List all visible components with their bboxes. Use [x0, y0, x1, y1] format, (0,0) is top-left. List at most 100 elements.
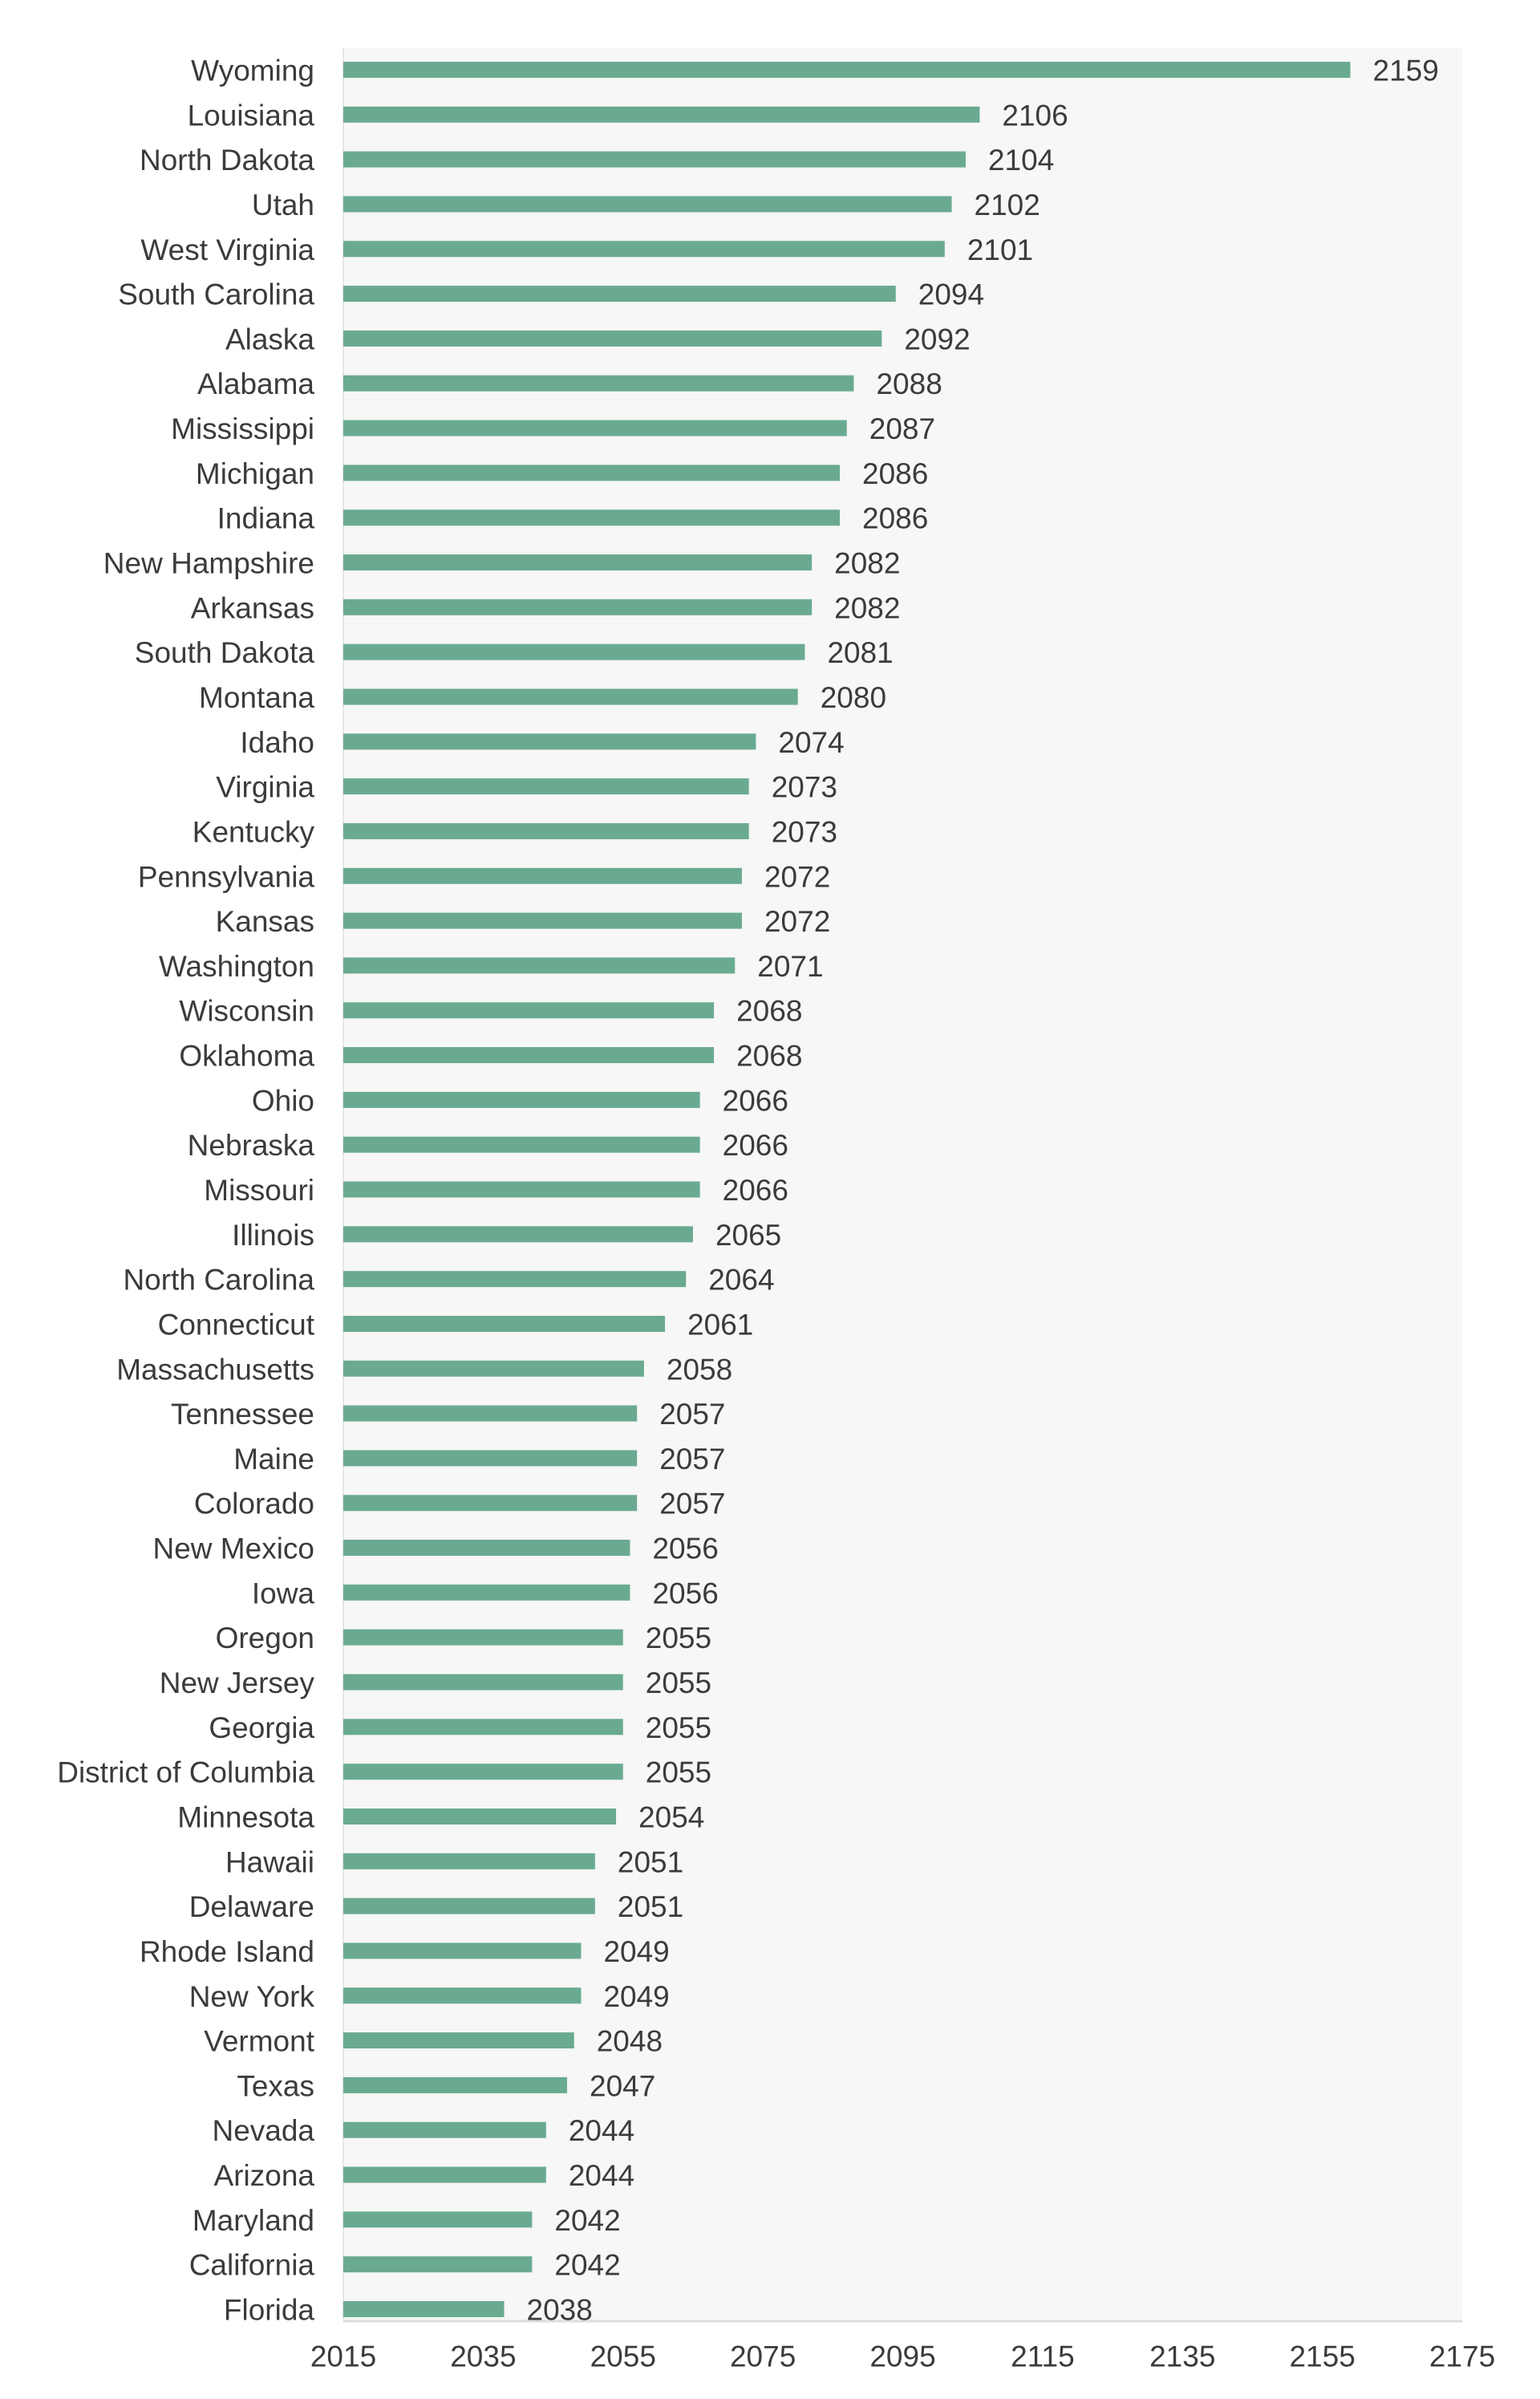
data-label: 2073: [772, 815, 837, 848]
bar-massachusetts: [343, 1360, 644, 1377]
category-label: Colorado: [194, 1488, 314, 1520]
bar-hawaii: [343, 1853, 595, 1869]
data-label: 2057: [659, 1488, 725, 1520]
bar-alabama: [343, 375, 854, 392]
data-label: 2082: [834, 591, 900, 624]
data-label: 2047: [590, 2069, 655, 2102]
data-label: 2044: [569, 2114, 634, 2147]
bar-georgia: [343, 1719, 623, 1735]
data-label: 2101: [967, 233, 1033, 266]
category-label: New Jersey: [160, 1666, 315, 1699]
bar-nevada: [343, 2121, 546, 2138]
data-label: 2048: [597, 2025, 663, 2058]
bar-south-dakota: [343, 643, 805, 660]
bar-tennessee: [343, 1405, 638, 1422]
bar-west-virginia: [343, 241, 945, 258]
bar-missouri: [343, 1181, 700, 1198]
category-label: Wyoming: [191, 55, 314, 87]
bar-new-jersey: [343, 1674, 623, 1691]
data-label: 2056: [652, 1577, 718, 1609]
bar-california: [343, 2256, 533, 2273]
data-label: 2055: [646, 1666, 711, 1699]
bar-new-york: [343, 1987, 582, 2004]
data-label: 2159: [1373, 55, 1439, 87]
bar-alaska: [343, 330, 882, 347]
bar-michigan: [343, 465, 841, 481]
category-label: Delaware: [189, 1890, 314, 1923]
bar-mississippi: [343, 420, 847, 436]
x-tick-label: 2035: [450, 2340, 516, 2373]
data-label: 2068: [736, 995, 802, 1028]
category-label: Illinois: [232, 1219, 314, 1252]
data-label: 2065: [715, 1219, 781, 1252]
bar-florida: [343, 2301, 505, 2317]
data-label: 2087: [869, 412, 935, 445]
category-label: Virginia: [216, 771, 314, 804]
category-label: Oregon: [216, 1622, 314, 1654]
category-label: Pennsylvania: [138, 860, 315, 893]
bar-north-dakota: [343, 151, 966, 168]
category-label: North Carolina: [123, 1264, 314, 1297]
category-label: Georgia: [209, 1711, 314, 1744]
category-label: North Dakota: [140, 144, 314, 177]
data-label: 2074: [778, 726, 844, 759]
data-label: 2073: [772, 771, 837, 804]
x-axis-tick-labels: 2015 2035 2055 2075 2095 2115 2135 2155 2175: [310, 2340, 1495, 2373]
data-label: 2106: [1002, 99, 1068, 132]
bar-montana: [343, 688, 798, 705]
category-labels: Wyoming Louisiana North Dakota Utah West Vir…: [57, 55, 314, 2327]
category-label: Maine: [233, 1443, 314, 1476]
category-label: Minnesota: [177, 1800, 314, 1833]
x-tick-label: 2055: [590, 2340, 656, 2373]
category-label: Indiana: [217, 502, 315, 535]
category-label: Massachusetts: [116, 1353, 314, 1386]
data-label: 2049: [603, 1980, 669, 2013]
data-label: 2057: [659, 1443, 725, 1476]
category-label: South Dakota: [135, 636, 315, 669]
bar-virginia: [343, 778, 749, 795]
bar-connecticut: [343, 1315, 666, 1332]
bar-south-carolina: [343, 286, 896, 302]
bar-delaware: [343, 1898, 595, 1914]
data-label: 2058: [667, 1353, 732, 1386]
data-label: 2081: [827, 636, 893, 669]
bar-vermont: [343, 2032, 574, 2049]
bar-ohio: [343, 1091, 700, 1108]
bar-rhode-island: [343, 1942, 582, 1959]
category-label: Arizona: [214, 2159, 315, 2192]
category-label: West Virginia: [140, 233, 314, 266]
data-label: 2086: [862, 502, 928, 535]
category-label: Florida: [224, 2294, 315, 2327]
value-labels: 2159 2106 2104 2102 2101 2094 2092 2088 2087 2086…: [527, 55, 1439, 2327]
bar-pennsylvania: [343, 867, 742, 884]
category-label: Connecticut: [158, 1308, 315, 1341]
category-label: Wisconsin: [179, 995, 314, 1028]
category-label: Hawaii: [225, 1845, 314, 1878]
data-label: 2056: [652, 1532, 718, 1565]
category-label: Kentucky: [192, 815, 315, 848]
bar-district-of-columbia: [343, 1764, 623, 1780]
x-tick-label: 2115: [1011, 2340, 1075, 2373]
data-label: 2055: [646, 1622, 711, 1654]
x-tick-label: 2095: [869, 2340, 935, 2373]
data-label: 2082: [834, 547, 900, 580]
category-label: Michigan: [196, 457, 314, 490]
x-tick-label: 2135: [1149, 2340, 1215, 2373]
bar-illinois: [343, 1226, 693, 1243]
bar-iowa: [343, 1584, 630, 1601]
bar-kentucky: [343, 822, 749, 839]
data-label: 2051: [618, 1845, 683, 1878]
bars: [343, 62, 1351, 2317]
bar-oklahoma: [343, 1047, 715, 1064]
category-label: Arkansas: [191, 591, 314, 624]
category-label: Maryland: [192, 2204, 314, 2237]
bar-wisconsin: [343, 1002, 715, 1019]
category-label: Missouri: [204, 1174, 314, 1207]
category-label: Iowa: [252, 1577, 315, 1609]
bar-washington: [343, 957, 736, 974]
data-label: 2061: [687, 1308, 753, 1341]
category-label: Oklahoma: [179, 1040, 314, 1073]
bar-arkansas: [343, 599, 813, 615]
category-label: California: [189, 2249, 315, 2282]
data-label: 2042: [554, 2204, 620, 2237]
